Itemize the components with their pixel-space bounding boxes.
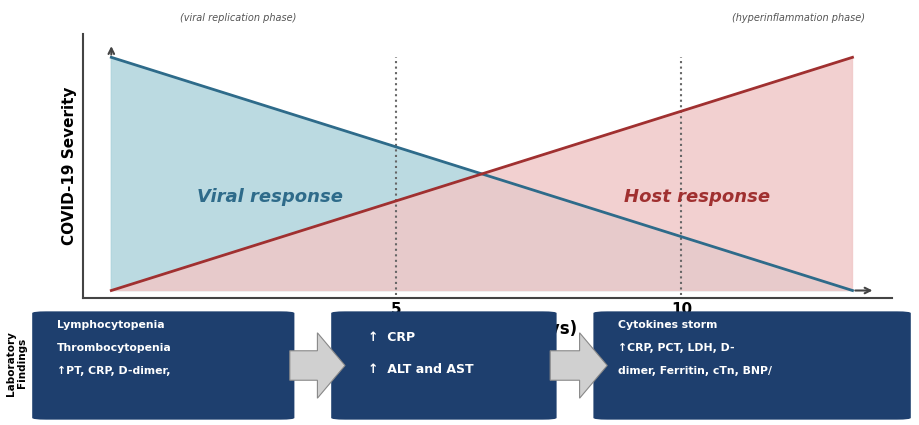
X-axis label: Time course (days): Time course (days) (398, 320, 576, 338)
Text: ↑  CRP: ↑ CRP (368, 331, 414, 344)
Text: (viral replication phase): (viral replication phase) (180, 14, 296, 23)
Text: ↑  ALT and AST: ↑ ALT and AST (368, 363, 473, 376)
Text: Laboratory
Findings: Laboratory Findings (6, 331, 28, 396)
Text: Host response: Host response (624, 188, 770, 206)
Y-axis label: COVID-19 Severity: COVID-19 Severity (62, 87, 77, 245)
Polygon shape (550, 333, 607, 398)
FancyBboxPatch shape (593, 312, 910, 419)
Text: Viral response: Viral response (197, 188, 343, 206)
Text: dimer, Ferritin, cTn, BNP/: dimer, Ferritin, cTn, BNP/ (618, 366, 771, 376)
Text: ↑PT, CRP, D-dimer,: ↑PT, CRP, D-dimer, (57, 366, 170, 376)
FancyBboxPatch shape (331, 312, 556, 419)
Text: ↑CRP, PCT, LDH, D-: ↑CRP, PCT, LDH, D- (618, 343, 734, 353)
Text: Lymphocytopenia: Lymphocytopenia (57, 320, 165, 330)
FancyBboxPatch shape (32, 312, 294, 419)
Polygon shape (289, 333, 345, 398)
Polygon shape (111, 57, 852, 291)
Polygon shape (111, 57, 852, 291)
Text: Cytokines storm: Cytokines storm (618, 320, 717, 330)
Text: Thrombocytopenia: Thrombocytopenia (57, 343, 172, 353)
Text: (hyperinflammation phase): (hyperinflammation phase) (732, 14, 865, 23)
